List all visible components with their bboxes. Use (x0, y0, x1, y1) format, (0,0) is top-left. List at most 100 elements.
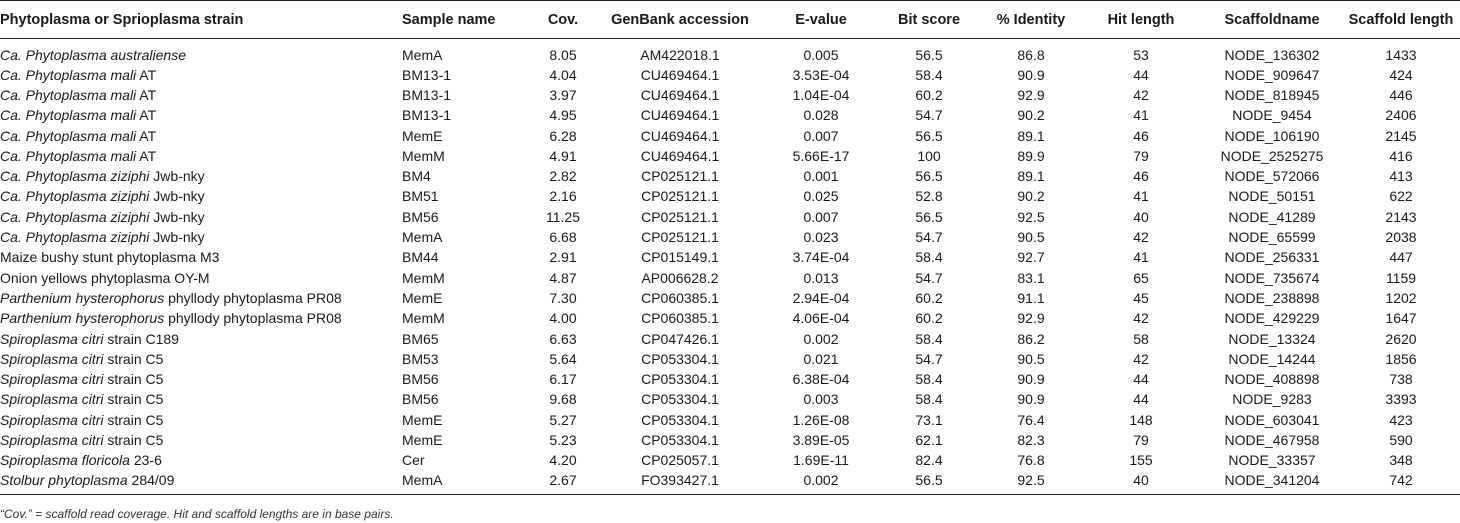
identity-cell: 90.9 (1017, 371, 1045, 388)
genbank-accession-cell: CP025121.1 (641, 229, 719, 246)
scaffold-name-cell: NODE_341204 (1202, 470, 1342, 495)
genbank-accession-cell: CP025121.1 (641, 208, 719, 225)
column-header-scaffold-length: Scaffold length (1342, 0, 1460, 39)
genbank-accession-cell: FO393427.1 (594, 470, 766, 495)
scaffold-length-cell: 1856 (1385, 350, 1417, 367)
column-header-bit-score: Bit score (876, 0, 982, 39)
e-value-cell: 3.74E-04 (792, 249, 850, 266)
strain-cell: Ca. Phytoplasma australiense (0, 39, 402, 66)
bit-score-cell: 73.1 (915, 411, 943, 428)
strain-cell: Ca. Phytoplasma ziziphi Jwb-nky (0, 166, 402, 186)
column-header-genbank-accession: GenBank accession (594, 0, 766, 39)
table-body: Ca. Phytoplasma australiense MemA 8.05 AM42… (0, 39, 1460, 495)
strain-species-italic: Ca. Phytoplasma mali (0, 127, 137, 144)
strain-species-italic: Ca. Phytoplasma mali (0, 66, 137, 83)
coverage-cell: 6.63 (549, 330, 577, 347)
scaffold-name-cell: NODE_9283 (1232, 391, 1312, 408)
scaffold-length-cell: 424 (1389, 66, 1413, 83)
hit-length-cell: 42 (1133, 310, 1149, 327)
strain-detail: Onion yellows phytoplasma OY-M (0, 269, 210, 286)
strain-detail: 284/09 (127, 471, 175, 488)
e-value-cell: 0.021 (803, 350, 839, 367)
strain-species-italic: Spiroplasma citri (0, 431, 104, 448)
strain-detail: AT (136, 66, 157, 83)
genbank-accession-cell: CP047426.1 (641, 330, 719, 347)
scaffold-length-cell: 590 (1389, 431, 1413, 448)
strain-cell: Spiroplasma citri strain C189 (0, 329, 402, 349)
e-value-cell: 3.89E-05 (792, 431, 850, 448)
strain-species-italic: Ca. Phytoplasma mali (0, 86, 137, 103)
strain-detail: 23-6 (129, 452, 162, 469)
strain-detail: phyllody phytoplasma PR08 (164, 289, 342, 306)
sample-name-cell: MemE (402, 431, 443, 448)
table-row: Spiroplasma citri strain C5 BM53 5.64 CP053… (0, 349, 1460, 369)
table-row: Spiroplasma citri strain C189 BM65 6.63 CP0… (0, 329, 1460, 349)
strain-cell: Stolbur phytoplasma 284/09 (0, 470, 402, 495)
sample-name-cell: MemM (402, 269, 445, 286)
scaffold-name-cell: NODE_9454 (1232, 107, 1312, 124)
bit-score-cell: 60.2 (915, 86, 943, 103)
coverage-cell: 4.04 (549, 66, 577, 83)
strain-species-italic: Ca. Phytoplasma mali (0, 147, 137, 164)
strain-cell: Spiroplasma citri strain C5 (0, 349, 402, 369)
coverage-cell: 5.23 (549, 431, 577, 448)
coverage-cell: 2.91 (549, 249, 577, 266)
scaffold-name-cell: NODE_408898 (1224, 371, 1320, 388)
column-header-scaffold-name: Scaffoldname (1202, 0, 1342, 39)
strain-species-italic: Spiroplasma floricola (0, 452, 130, 469)
coverage-cell: 4.87 (549, 269, 577, 286)
table-row: Ca. Phytoplasma mali AT BM13-1 4.95 CU46946… (0, 106, 1460, 126)
hit-length-cell: 40 (1133, 208, 1149, 225)
sample-name-cell: BM56 (402, 371, 439, 388)
strain-cell: Ca. Phytoplasma mali AT (0, 146, 402, 166)
sample-name-cell: MemE (402, 289, 443, 306)
strain-species-italic: Spiroplasma citri (0, 391, 104, 408)
hit-length-cell: 65 (1133, 269, 1149, 286)
identity-cell: 90.9 (1017, 391, 1045, 408)
strain-detail: Jwb-nky (149, 208, 205, 225)
genbank-accession-cell: AP006628.2 (641, 269, 719, 286)
scaffold-name-cell: NODE_33357 (1228, 452, 1316, 469)
identity-cell: 90.5 (1017, 350, 1045, 367)
scaffold-length-cell: 348 (1389, 452, 1413, 469)
genbank-accession-cell: CP053304.1 (641, 431, 719, 448)
strain-cell: Ca. Phytoplasma mali AT (0, 65, 402, 85)
strain-species-italic: Ca. Phytoplasma australiense (0, 47, 186, 63)
bit-score-cell: 58.4 (915, 66, 943, 83)
strain-detail: AT (136, 86, 157, 103)
blast-hits-table: Phytoplasma or Sprioplasma strain Sample… (0, 0, 1460, 495)
scaffold-name-cell: NODE_238898 (1224, 289, 1320, 306)
strain-cell: Ca. Phytoplasma ziziphi Jwb-nky (0, 207, 402, 227)
table-row: Ca. Phytoplasma mali AT MemM 4.91 CU469464.… (0, 146, 1460, 166)
bit-score-cell: 56.5 (876, 470, 982, 495)
bit-score-cell: 54.7 (915, 107, 943, 124)
coverage-cell: 2.16 (549, 188, 577, 205)
scaffold-name-cell: NODE_41289 (1228, 208, 1316, 225)
scaffold-length-cell: 2143 (1385, 208, 1417, 225)
table-row: Ca. Phytoplasma mali AT BM13-1 4.04 CU46946… (0, 65, 1460, 85)
strain-cell: Ca. Phytoplasma mali AT (0, 126, 402, 146)
strain-detail: phyllody phytoplasma PR08 (164, 310, 342, 327)
sample-name-cell: BM65 (402, 330, 439, 347)
hit-length-cell: 155 (1129, 452, 1153, 469)
bit-score-cell: 58.4 (915, 330, 943, 347)
e-value-cell: 0.013 (803, 269, 839, 286)
strain-detail: strain C5 (103, 350, 164, 367)
genbank-accession-cell: CU469464.1 (640, 86, 720, 103)
bit-score-cell: 58.4 (915, 371, 943, 388)
hit-length-cell: 41 (1133, 107, 1149, 124)
hit-length-cell: 44 (1133, 371, 1149, 388)
table-row: Stolbur phytoplasma 284/09 MemA 2.67 FO3934… (0, 470, 1460, 495)
genbank-accession-cell: CU469464.1 (640, 127, 720, 144)
hit-length-cell: 42 (1133, 229, 1149, 246)
table-row: Spiroplasma floricola 23-6 Cer 4.20 CP02505… (0, 451, 1460, 471)
scaffold-length-cell: 413 (1389, 168, 1413, 185)
bit-score-cell: 58.4 (915, 391, 943, 408)
scaffold-length-cell: 1647 (1385, 310, 1417, 327)
scaffold-name-cell: NODE_467958 (1224, 431, 1320, 448)
genbank-accession-cell: CP025057.1 (641, 452, 719, 469)
sample-name-cell: MemE (402, 411, 443, 428)
strain-cell: Ca. Phytoplasma ziziphi Jwb-nky (0, 187, 402, 207)
bit-score-cell: 56.5 (915, 47, 943, 63)
